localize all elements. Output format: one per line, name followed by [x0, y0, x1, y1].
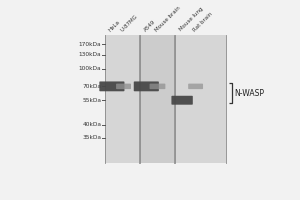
Text: Mouse lung: Mouse lung [178, 7, 204, 32]
FancyBboxPatch shape [188, 84, 203, 89]
FancyBboxPatch shape [99, 81, 124, 91]
FancyBboxPatch shape [134, 81, 159, 91]
Bar [105, 35, 139, 163]
Text: 170kDa: 170kDa [79, 42, 101, 47]
FancyBboxPatch shape [150, 84, 165, 89]
FancyBboxPatch shape [171, 96, 193, 105]
Text: 100kDa: 100kDa [79, 66, 101, 71]
Text: 55kDa: 55kDa [82, 98, 101, 103]
Text: 70kDa: 70kDa [82, 84, 101, 89]
Text: Rat brain: Rat brain [192, 11, 214, 32]
Text: U-87MG: U-87MG [119, 13, 139, 32]
Bar [140, 35, 173, 163]
Text: HeLa: HeLa [108, 19, 121, 32]
Text: 130kDa: 130kDa [79, 52, 101, 57]
Text: A549: A549 [143, 19, 156, 32]
Text: N-WASP: N-WASP [234, 89, 264, 98]
Text: 40kDa: 40kDa [82, 122, 101, 127]
Text: Mouse brain: Mouse brain [154, 5, 181, 32]
Text: 35kDa: 35kDa [82, 135, 101, 140]
Bar [175, 35, 226, 163]
FancyBboxPatch shape [116, 84, 131, 89]
